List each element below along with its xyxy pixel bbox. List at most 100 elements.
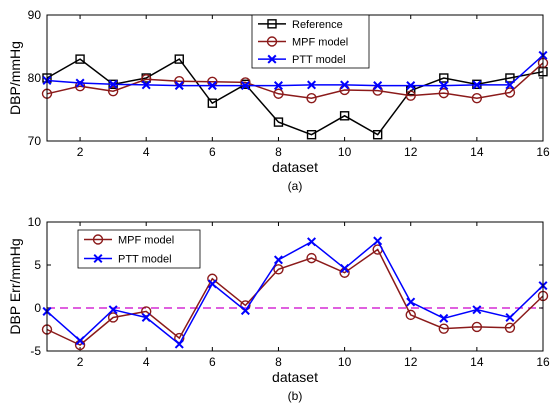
data-point (340, 80, 350, 90)
y-axis-title: DBP Err/mmHg (7, 238, 23, 334)
x-tick-label: 10 (338, 145, 352, 159)
legend-item: MPF model (84, 234, 174, 247)
data-point (240, 81, 250, 91)
data-point (174, 54, 184, 64)
data-point (438, 323, 449, 334)
data-point (340, 263, 350, 273)
data-point (373, 81, 383, 91)
series-ptt-model (42, 50, 548, 91)
data-point (306, 129, 317, 140)
data-point (141, 312, 151, 322)
x-tick-label: 16 (536, 355, 550, 369)
legend-item: MPF model (258, 36, 348, 49)
series-ptt-model (42, 236, 548, 349)
data-point (306, 92, 317, 104)
data-point (504, 322, 516, 333)
panel-caption: (b) (288, 389, 303, 403)
legend-box (77, 229, 201, 269)
data-point (207, 279, 217, 289)
data-point (75, 78, 85, 88)
x-tick-label: 10 (338, 355, 352, 369)
data-point (471, 92, 483, 104)
axes-frame (46, 221, 544, 352)
legend-item: Reference (258, 19, 343, 31)
panel-a: 2 4 6 8 10 12 14 16 70 80 90 dataset DBP/mmHg (a) Refe… (7, 8, 550, 193)
legend-marker (93, 253, 103, 264)
x-tick-label: 6 (209, 355, 216, 369)
x-axis-title: dataset (272, 369, 318, 385)
legend-marker (92, 234, 104, 245)
data-point (405, 90, 416, 101)
y-tick-label: 80 (28, 71, 42, 85)
x-tick-label: 8 (275, 355, 282, 369)
data-point (174, 81, 184, 91)
data-point (273, 264, 284, 275)
data-point (406, 297, 416, 307)
panel-caption: (a) (288, 179, 303, 193)
data-point (207, 81, 217, 91)
data-point (273, 81, 283, 91)
y-tick-label: 90 (28, 8, 42, 22)
data-point (439, 313, 449, 323)
legend-label: MPF model (292, 37, 348, 49)
data-point (306, 252, 317, 264)
legend-label: Reference (292, 19, 343, 31)
legend-marker (266, 36, 278, 47)
data-point (372, 129, 383, 140)
y-tick-label: -5 (30, 344, 41, 358)
legend-marker (267, 54, 277, 64)
data-point (240, 306, 250, 316)
data-point (141, 80, 151, 90)
series-line (46, 54, 544, 87)
x-tick-label: 12 (404, 355, 418, 369)
data-point (406, 81, 416, 91)
legend-label: MPF model (118, 235, 174, 247)
data-point (174, 339, 184, 349)
data-point (472, 305, 482, 315)
data-point (307, 237, 317, 247)
data-point (174, 332, 185, 344)
data-point (207, 98, 218, 108)
data-point (140, 306, 152, 317)
y-tick-label: 0 (34, 301, 41, 315)
data-point (505, 73, 515, 83)
data-point (273, 255, 283, 265)
panel-b: 2 4 6 8 10 12 14 16 -5 0 5 10 dataset DBP Err/mmHg (b)… (7, 215, 550, 403)
data-point (339, 111, 350, 121)
x-tick-label: 14 (470, 355, 484, 369)
y-axis-title: DBP/mmHg (7, 41, 23, 115)
x-tick-label: 2 (77, 355, 84, 369)
y-tick-label: 70 (28, 134, 42, 148)
series-line (46, 239, 544, 346)
series-line (46, 248, 544, 346)
legend-label: PTT model (292, 54, 346, 66)
y-tick-label: 5 (34, 258, 41, 272)
data-point (439, 81, 449, 91)
data-point (273, 117, 284, 127)
data-point (439, 73, 449, 83)
x-tick-label: 4 (143, 355, 150, 369)
data-point (107, 86, 119, 97)
data-point (472, 80, 482, 90)
data-point (505, 312, 515, 322)
data-point (504, 87, 516, 98)
x-tick-label: 16 (536, 145, 550, 159)
series-line (46, 58, 544, 136)
data-point (505, 80, 515, 90)
x-axis-title: dataset (272, 159, 318, 175)
data-point (108, 79, 118, 89)
data-point (108, 305, 118, 315)
data-point (273, 88, 284, 99)
x-tick-label: 12 (404, 145, 418, 159)
data-point (75, 54, 85, 64)
data-point (438, 87, 449, 99)
data-point (307, 80, 317, 90)
data-point (405, 309, 416, 321)
x-tick-label: 4 (143, 145, 150, 159)
x-tick-label: 8 (275, 145, 282, 159)
legend-item: PTT model (84, 254, 172, 266)
y-tick-label: 10 (28, 215, 42, 229)
x-tick-label: 6 (209, 145, 216, 159)
data-point (471, 321, 483, 333)
legend-item: PTT model (258, 54, 346, 66)
